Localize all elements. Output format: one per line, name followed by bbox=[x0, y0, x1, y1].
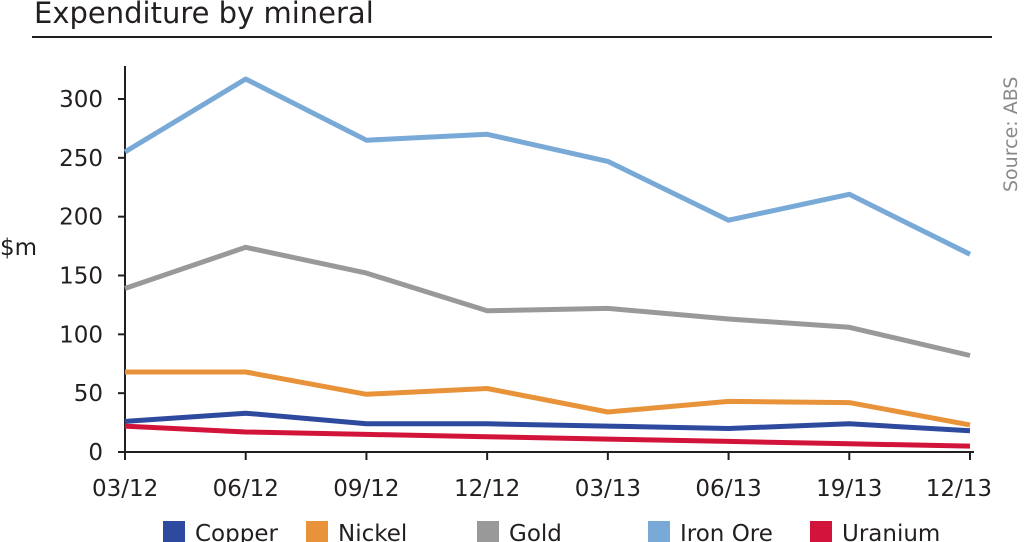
series-line-nickel bbox=[125, 369, 971, 428]
y-tick-label: 0 bbox=[88, 440, 103, 466]
legend-swatch-uranium bbox=[810, 521, 832, 542]
x-tick-label: 03/13 bbox=[575, 476, 641, 502]
x-tick-label: 12/13 bbox=[926, 476, 992, 502]
legend-label-copper: Copper bbox=[195, 521, 278, 542]
y-tick-label: 150 bbox=[59, 264, 103, 290]
y-tick-label: 100 bbox=[59, 322, 103, 348]
x-tick-label: 12/12 bbox=[454, 476, 520, 502]
legend: Copper Nickel Gold Iron Ore Uranium bbox=[163, 521, 940, 542]
legend-label-iron-ore: Iron Ore bbox=[680, 521, 773, 542]
y-tick-label: 200 bbox=[59, 205, 103, 231]
legend-label-gold: Gold bbox=[509, 521, 562, 542]
x-tick-label: 06/13 bbox=[695, 476, 761, 502]
y-tick-label: 250 bbox=[59, 146, 103, 172]
y-axis-ticks: 0 50 100 150 200 250 300 bbox=[59, 87, 125, 466]
legend-swatch-nickel bbox=[306, 521, 328, 542]
y-tick-label: 300 bbox=[59, 87, 103, 113]
x-tick-label: 06/12 bbox=[213, 476, 279, 502]
title-rule bbox=[32, 36, 992, 38]
series-line-iron-ore bbox=[123, 76, 972, 257]
y-axis-label: $m bbox=[0, 235, 37, 261]
legend-swatch-copper bbox=[163, 521, 185, 542]
x-tick-label: 09/12 bbox=[333, 476, 399, 502]
series-line-uranium bbox=[124, 423, 971, 449]
y-tick-label: 50 bbox=[74, 381, 103, 407]
legend-swatch-iron-ore bbox=[648, 521, 670, 542]
axes bbox=[124, 66, 974, 453]
legend-swatch-gold bbox=[477, 521, 499, 542]
legend-label-uranium: Uranium bbox=[842, 521, 940, 542]
series-line-gold bbox=[124, 244, 971, 358]
x-tick-label: 03/12 bbox=[92, 476, 158, 502]
x-axis-ticks: 03/12 06/12 09/12 12/12 03/13 06/13 19/13 12/13 bbox=[92, 452, 992, 502]
series-line-copper bbox=[124, 410, 971, 434]
legend-label-nickel: Nickel bbox=[338, 521, 407, 542]
x-tick-label: 19/13 bbox=[816, 476, 882, 502]
chart-title: Expenditure by mineral bbox=[34, 0, 374, 30]
series-lines bbox=[123, 76, 972, 449]
